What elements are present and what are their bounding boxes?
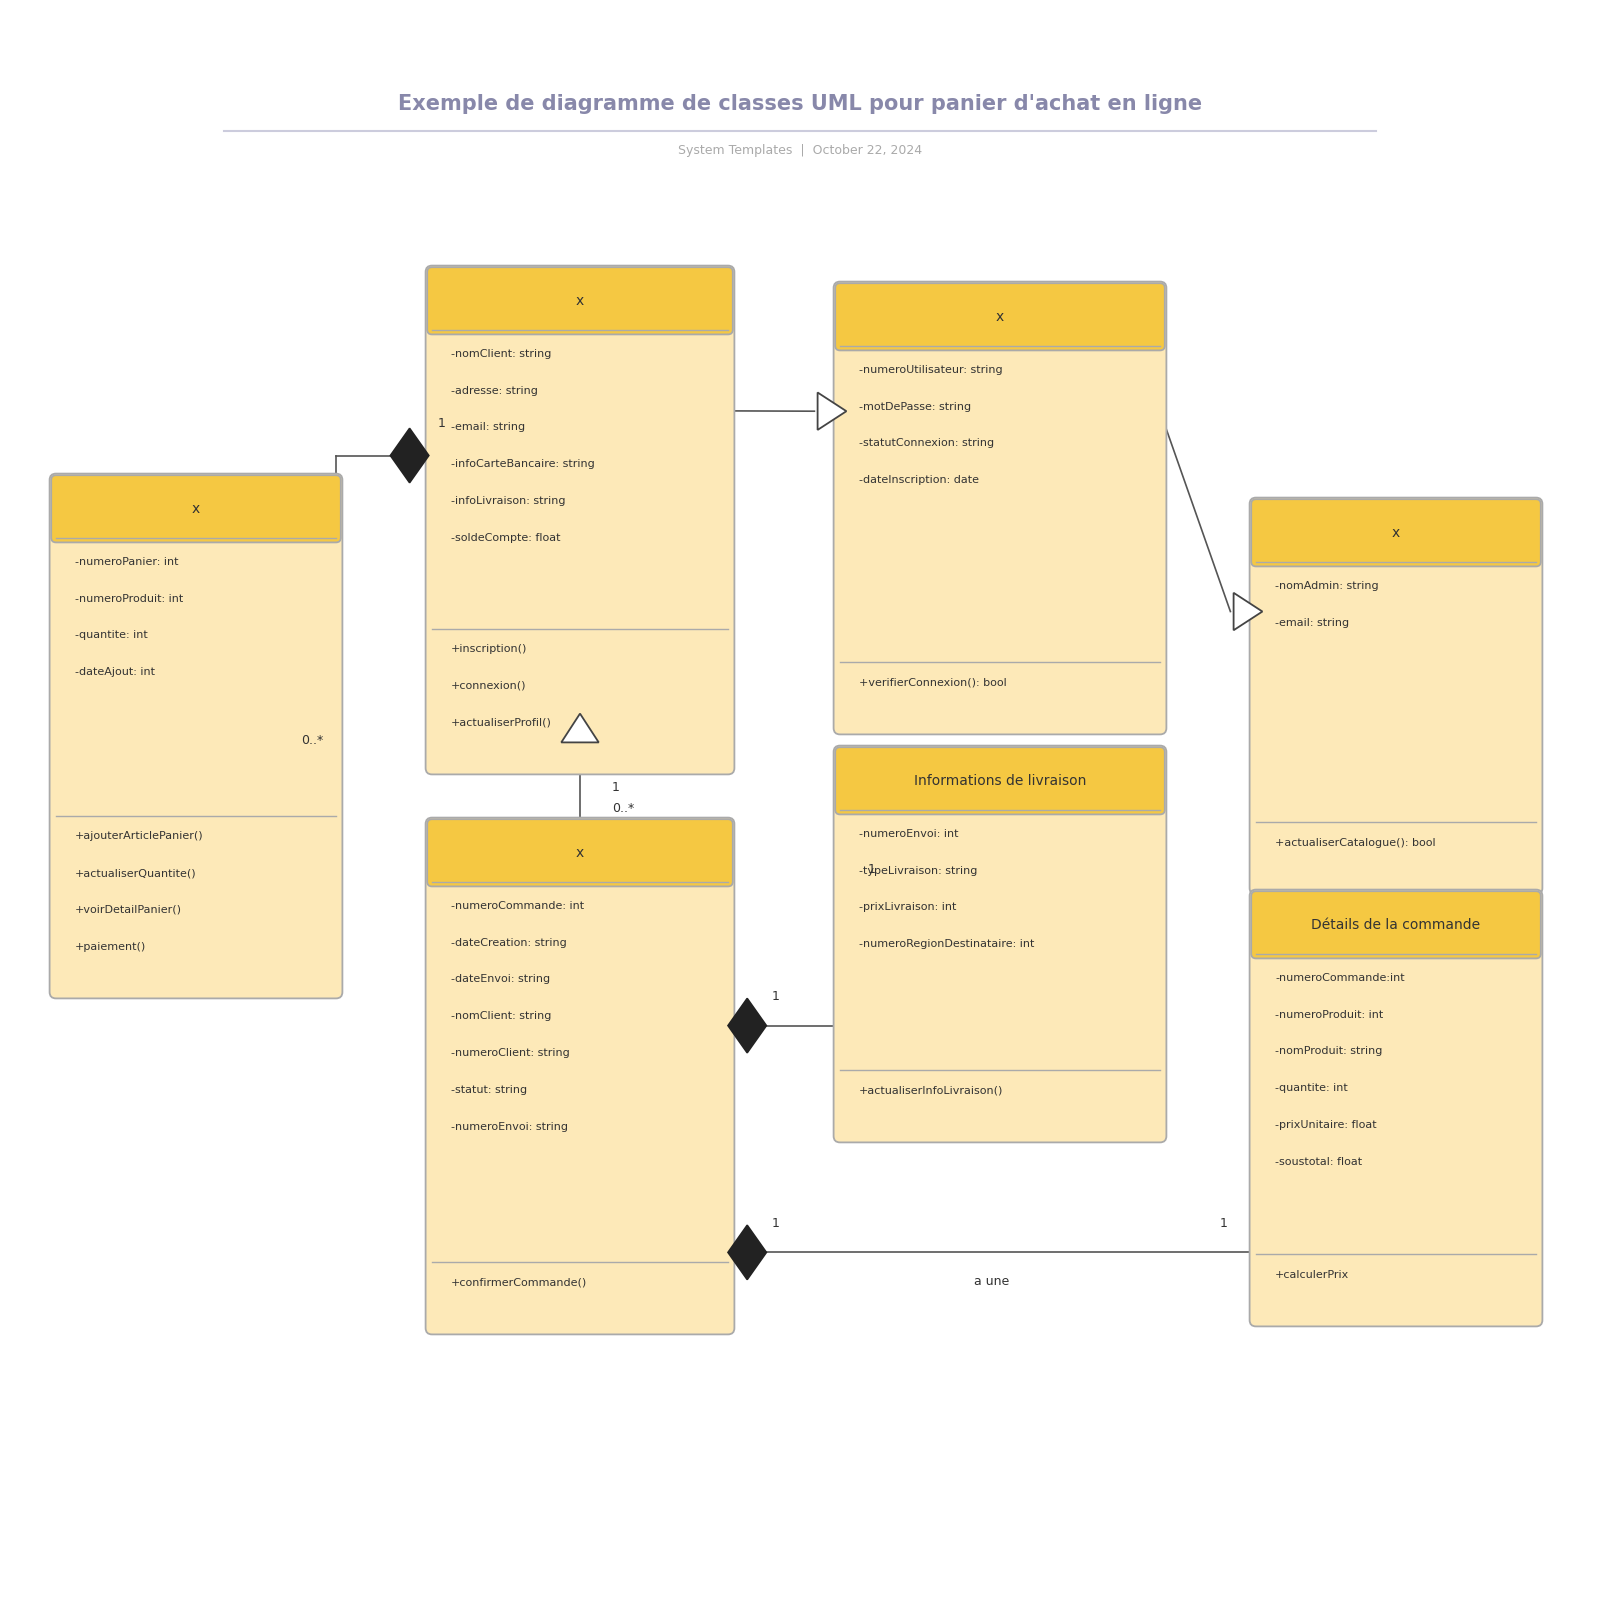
Text: -motDePasse: string: -motDePasse: string bbox=[859, 402, 971, 411]
FancyBboxPatch shape bbox=[1250, 498, 1542, 894]
Text: -nomClient: string: -nomClient: string bbox=[451, 349, 552, 358]
FancyBboxPatch shape bbox=[1251, 499, 1541, 566]
Text: Informations de livraison: Informations de livraison bbox=[914, 774, 1086, 787]
Text: +actualiserInfoLivraison(): +actualiserInfoLivraison() bbox=[859, 1086, 1003, 1096]
Text: -numeroUtilisateur: string: -numeroUtilisateur: string bbox=[859, 365, 1003, 374]
Text: +inscription(): +inscription() bbox=[451, 645, 528, 654]
Text: -numeroEnvoi: int: -numeroEnvoi: int bbox=[859, 829, 958, 838]
Text: 1: 1 bbox=[773, 990, 779, 1003]
FancyBboxPatch shape bbox=[835, 747, 1165, 814]
Text: +ajouterArticlePanier(): +ajouterArticlePanier() bbox=[75, 832, 203, 842]
Text: 1: 1 bbox=[438, 418, 445, 430]
Text: x: x bbox=[192, 502, 200, 515]
Text: 0..*: 0..* bbox=[301, 734, 323, 747]
Text: -quantite: int: -quantite: int bbox=[1275, 1083, 1347, 1093]
FancyBboxPatch shape bbox=[1251, 891, 1541, 958]
Text: -soldeCompte: float: -soldeCompte: float bbox=[451, 533, 560, 542]
Text: x: x bbox=[1392, 526, 1400, 539]
Text: -statut: string: -statut: string bbox=[451, 1085, 528, 1094]
FancyBboxPatch shape bbox=[50, 474, 342, 998]
Polygon shape bbox=[818, 392, 846, 430]
Polygon shape bbox=[562, 714, 598, 742]
FancyBboxPatch shape bbox=[835, 283, 1165, 350]
Text: -dateEnvoi: string: -dateEnvoi: string bbox=[451, 974, 550, 984]
Polygon shape bbox=[728, 998, 766, 1053]
Text: Détails de la commande: Détails de la commande bbox=[1312, 918, 1480, 931]
Polygon shape bbox=[390, 429, 429, 483]
Polygon shape bbox=[1234, 592, 1262, 630]
Text: -statutConnexion: string: -statutConnexion: string bbox=[859, 438, 994, 448]
Text: -nomClient: string: -nomClient: string bbox=[451, 1011, 552, 1021]
Text: +voirDetailPanier(): +voirDetailPanier() bbox=[75, 906, 182, 915]
Text: x: x bbox=[995, 310, 1005, 323]
Text: x: x bbox=[576, 294, 584, 307]
FancyBboxPatch shape bbox=[427, 819, 733, 886]
Text: 1: 1 bbox=[869, 862, 875, 875]
Text: -nomAdmin: string: -nomAdmin: string bbox=[1275, 581, 1379, 590]
Text: +calculerPrix: +calculerPrix bbox=[1275, 1270, 1349, 1280]
Text: System Templates  |  October 22, 2024: System Templates | October 22, 2024 bbox=[678, 144, 922, 157]
Text: +actualiserProfil(): +actualiserProfil() bbox=[451, 718, 552, 728]
Text: +actualiserCatalogue(): bool: +actualiserCatalogue(): bool bbox=[1275, 838, 1435, 848]
Text: +actualiserQuantite(): +actualiserQuantite() bbox=[75, 869, 197, 878]
Text: -infoCarteBancaire: string: -infoCarteBancaire: string bbox=[451, 459, 595, 469]
Text: -numeroCommande: int: -numeroCommande: int bbox=[451, 901, 584, 910]
Text: -soustotal: float: -soustotal: float bbox=[1275, 1157, 1362, 1166]
Text: -dateInscription: date: -dateInscription: date bbox=[859, 475, 979, 485]
Text: +confirmerCommande(): +confirmerCommande() bbox=[451, 1278, 587, 1288]
Text: -dateCreation: string: -dateCreation: string bbox=[451, 938, 566, 947]
FancyBboxPatch shape bbox=[426, 266, 734, 774]
Text: a une: a une bbox=[974, 1275, 1010, 1288]
Text: -numeroCommande:int: -numeroCommande:int bbox=[1275, 973, 1405, 982]
Text: -numeroProduit: int: -numeroProduit: int bbox=[1275, 1010, 1384, 1019]
Text: 1: 1 bbox=[613, 781, 619, 794]
Text: -prixUnitaire: float: -prixUnitaire: float bbox=[1275, 1120, 1378, 1130]
Text: -prixLivraison: int: -prixLivraison: int bbox=[859, 902, 957, 912]
Text: -typeLivraison: string: -typeLivraison: string bbox=[859, 866, 978, 875]
Text: -nomProduit: string: -nomProduit: string bbox=[1275, 1046, 1382, 1056]
Text: -numeroEnvoi: string: -numeroEnvoi: string bbox=[451, 1122, 568, 1131]
Text: -numeroClient: string: -numeroClient: string bbox=[451, 1048, 570, 1058]
FancyBboxPatch shape bbox=[834, 282, 1166, 734]
Text: +verifierConnexion(): bool: +verifierConnexion(): bool bbox=[859, 678, 1006, 688]
Text: -numeroRegionDestinataire: int: -numeroRegionDestinataire: int bbox=[859, 939, 1035, 949]
Text: -numeroProduit: int: -numeroProduit: int bbox=[75, 594, 184, 603]
Text: Exemple de diagramme de classes UML pour panier d'achat en ligne: Exemple de diagramme de classes UML pour… bbox=[398, 94, 1202, 114]
Text: 0..*: 0..* bbox=[613, 802, 634, 814]
FancyBboxPatch shape bbox=[51, 475, 341, 542]
Text: -email: string: -email: string bbox=[1275, 618, 1349, 627]
Text: -dateAjout: int: -dateAjout: int bbox=[75, 667, 155, 677]
FancyBboxPatch shape bbox=[834, 746, 1166, 1142]
Text: 1: 1 bbox=[1221, 1218, 1227, 1230]
Text: -quantite: int: -quantite: int bbox=[75, 630, 147, 640]
FancyBboxPatch shape bbox=[426, 818, 734, 1334]
Text: -adresse: string: -adresse: string bbox=[451, 386, 538, 395]
Text: +paiement(): +paiement() bbox=[75, 942, 147, 952]
FancyBboxPatch shape bbox=[427, 267, 733, 334]
Text: -email: string: -email: string bbox=[451, 422, 525, 432]
Text: -numeroPanier: int: -numeroPanier: int bbox=[75, 557, 179, 566]
FancyBboxPatch shape bbox=[1250, 890, 1542, 1326]
Text: 1: 1 bbox=[773, 1218, 779, 1230]
Text: -infoLivraison: string: -infoLivraison: string bbox=[451, 496, 566, 506]
Text: x: x bbox=[576, 846, 584, 859]
Text: +connexion(): +connexion() bbox=[451, 682, 526, 691]
Polygon shape bbox=[728, 1226, 766, 1280]
